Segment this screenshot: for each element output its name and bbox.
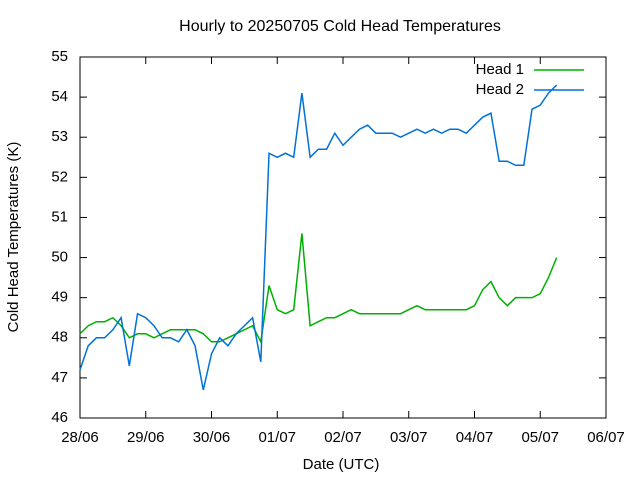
series-line <box>79 84 558 391</box>
y-tick-label: 55 <box>51 48 68 65</box>
x-tick-label: 04/07 <box>456 429 494 446</box>
y-tick-label: 46 <box>51 409 68 426</box>
y-tick-label: 53 <box>51 128 68 145</box>
y-tick-label: 54 <box>51 88 68 105</box>
legend-label: Head 2 <box>476 81 524 98</box>
y-axis-label: Cold Head Temperatures (K) <box>5 142 22 333</box>
legend-label: Head 1 <box>476 61 524 78</box>
x-tick-label: 03/07 <box>390 429 428 446</box>
y-tick-label: 52 <box>51 168 68 185</box>
y-tick-label: 47 <box>51 369 68 386</box>
x-tick-label: 06/07 <box>587 429 625 446</box>
plot-frame <box>79 56 607 419</box>
series-line <box>79 233 558 345</box>
x-tick-label: 28/06 <box>61 429 99 446</box>
y-tick-label: 50 <box>51 249 68 266</box>
y-tick-label: 48 <box>51 329 68 346</box>
y-tick-label: 49 <box>51 289 68 306</box>
chart-title: Hourly to 20250705 Cold Head Temperature… <box>179 18 501 35</box>
x-axis-label: Date (UTC) <box>303 456 380 473</box>
x-tick-label: 30/06 <box>193 429 231 446</box>
x-tick-label: 05/07 <box>521 429 559 446</box>
y-tick-label: 51 <box>51 208 68 225</box>
x-tick-label: 01/07 <box>258 429 296 446</box>
x-tick-label: 29/06 <box>127 429 165 446</box>
x-tick-label: 02/07 <box>324 429 362 446</box>
